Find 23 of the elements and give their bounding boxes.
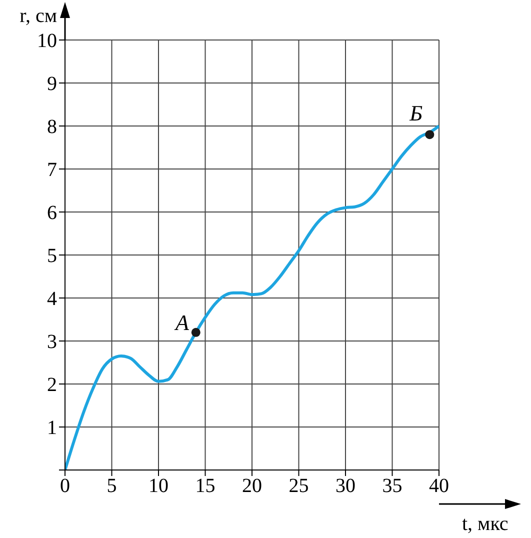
x-tick-label: 20 bbox=[242, 475, 262, 498]
y-tick-label: 2 bbox=[47, 374, 57, 396]
y-tick-label: 6 bbox=[47, 202, 57, 224]
y-tick-label: 5 bbox=[47, 245, 57, 268]
x-tick-label: 15 bbox=[195, 475, 216, 498]
x-tick-label: 25 bbox=[288, 475, 309, 498]
x-tick-label: 40 bbox=[429, 475, 449, 498]
x-tick-label: 35 bbox=[382, 475, 402, 498]
x-tick-label: 10 bbox=[148, 475, 168, 498]
y-tick-label: 7 bbox=[47, 159, 57, 182]
x-tick-label: 0 bbox=[60, 475, 70, 498]
y-axis-title: r, см bbox=[20, 5, 58, 27]
y-tick-label: 4 bbox=[47, 288, 57, 310]
x-tick-label: 30 bbox=[336, 475, 356, 498]
annotation: А bbox=[173, 310, 190, 336]
x-axis-title: t, мкс bbox=[462, 513, 508, 535]
y-tick-label: 8 bbox=[47, 116, 57, 138]
y-tick-label: 9 bbox=[47, 73, 57, 96]
annotation: Б bbox=[408, 100, 423, 126]
y-tick-label: 3 bbox=[47, 331, 57, 354]
y-tick-label: 1 bbox=[47, 417, 57, 440]
x-tick-label: 5 bbox=[106, 475, 117, 498]
y-tick-label: 10 bbox=[37, 30, 57, 52]
